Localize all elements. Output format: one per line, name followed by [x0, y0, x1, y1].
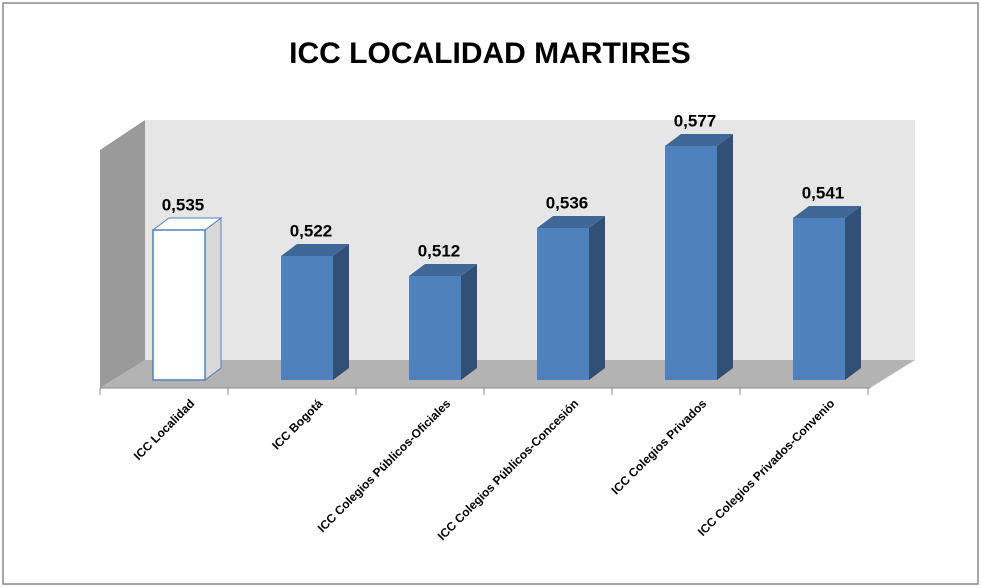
bar-side: [461, 264, 477, 380]
bar-side: [333, 244, 349, 380]
bar: [152, 229, 206, 381]
bar: [793, 218, 845, 380]
bar-side: [717, 134, 733, 380]
value-label: 0,522: [290, 221, 333, 240]
bar-side: [589, 216, 605, 380]
bar-side: [204, 217, 222, 381]
value-label: 0,541: [802, 183, 845, 202]
value-label: 0,512: [418, 241, 461, 260]
side-wall: [100, 120, 145, 388]
value-label: 0,577: [674, 111, 717, 130]
floor: [100, 360, 915, 388]
bar-top: [409, 264, 477, 276]
value-label: 0,536: [546, 193, 589, 212]
bar-top: [793, 206, 861, 218]
bar-top: [665, 134, 733, 146]
bar-top: [281, 244, 349, 256]
bar: [281, 256, 333, 380]
value-label: 0,535: [162, 195, 205, 214]
bar: [409, 276, 461, 380]
chart-title: ICC LOCALIDAD MARTIRES: [289, 37, 691, 70]
bar-side: [845, 206, 861, 380]
bar-top: [537, 216, 605, 228]
bar: [537, 228, 589, 380]
bar: [665, 146, 717, 380]
